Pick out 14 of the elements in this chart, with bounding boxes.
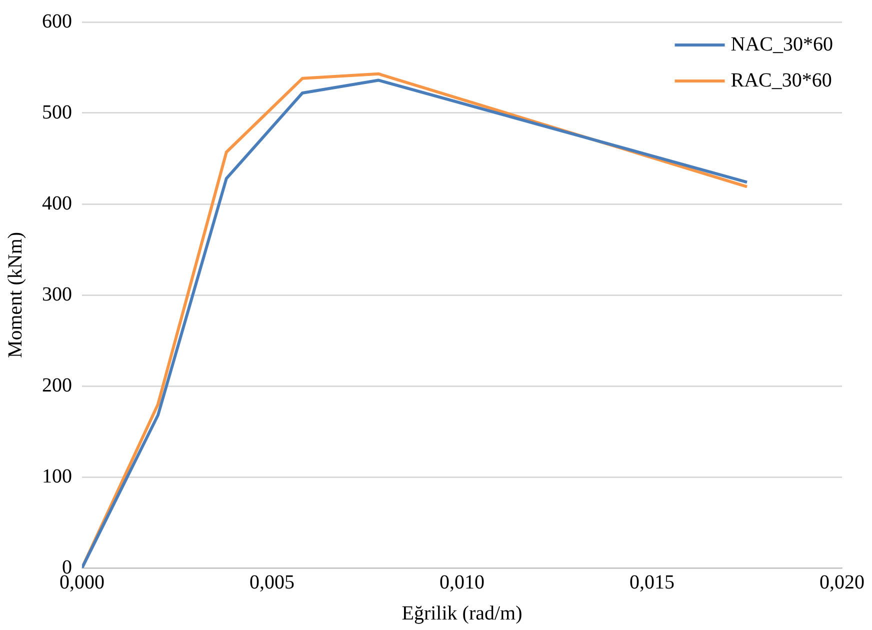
y-tick-label: 500 [42, 101, 72, 124]
legend-label: NAC_30*60 [730, 33, 834, 56]
y-tick-label: 300 [42, 283, 72, 306]
x-tick-label: 0,015 [630, 571, 674, 594]
x-tick-label: 0,020 [820, 571, 864, 594]
y-tick-label: 600 [42, 10, 72, 32]
y-axis-title: Moment (kNm) [4, 232, 26, 358]
y-tick-label: 400 [42, 192, 72, 214]
y-tick-label: 100 [42, 465, 72, 488]
x-tick-label: 0,005 [250, 571, 294, 594]
x-axis-title: Eğrilik (rad/m) [402, 602, 522, 624]
x-tick-label: 0,010 [440, 571, 484, 594]
legend-label: RAC_30*60 [730, 69, 832, 92]
y-tick-label: 200 [42, 374, 72, 396]
